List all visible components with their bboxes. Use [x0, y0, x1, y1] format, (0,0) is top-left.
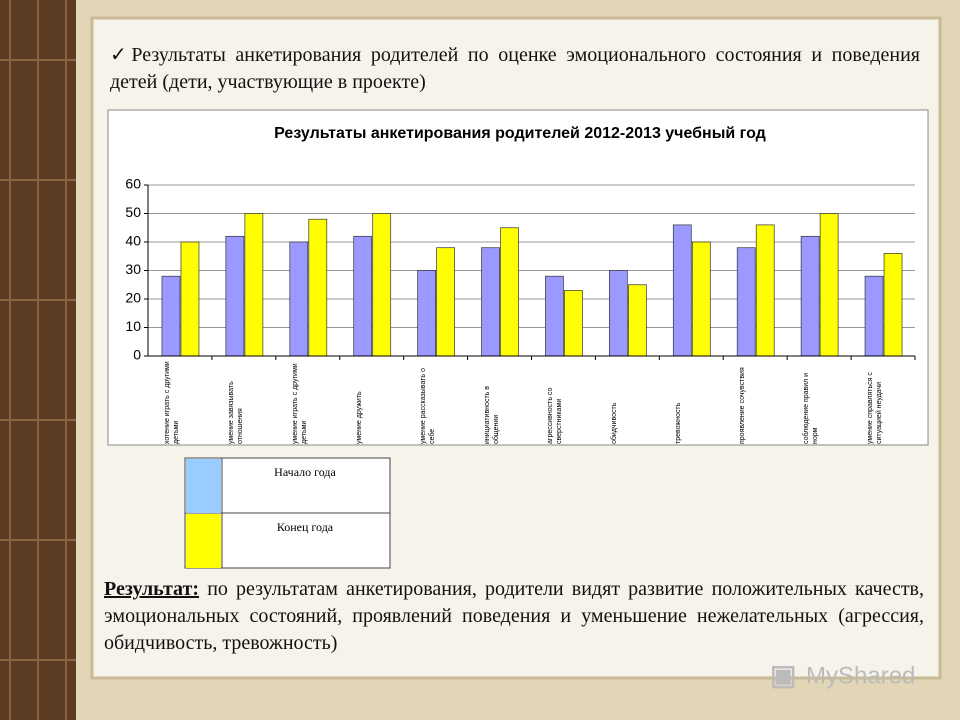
watermark: MyShared	[806, 662, 915, 689]
bar	[161, 275, 181, 357]
bar	[417, 270, 436, 357]
bar	[628, 284, 647, 357]
x-tick-label: тревожность	[675, 402, 683, 444]
y-tick-label: 10	[125, 318, 141, 334]
bar	[244, 213, 264, 357]
bar	[691, 241, 711, 357]
bar	[436, 247, 455, 357]
bar	[308, 218, 328, 357]
bar	[609, 270, 628, 357]
bar	[755, 224, 775, 357]
bar	[883, 253, 903, 357]
bar	[500, 227, 519, 357]
bar	[353, 235, 373, 357]
bar	[800, 235, 820, 357]
x-tick-label: умение рассказывать о себе	[419, 368, 436, 444]
x-tick-label: умение играть с другими детьми	[291, 363, 308, 444]
y-tick-label: 0	[133, 347, 141, 363]
result: Результат: по результатам анкетирования,…	[104, 576, 924, 657]
x-tick-label: инициативность в общении	[483, 386, 500, 444]
x-tick-label: хотение играть с другими детьми	[163, 361, 180, 444]
checkmark: ✓	[110, 44, 132, 66]
bar	[819, 213, 839, 357]
wood-pattern	[0, 0, 76, 720]
legend-swatch	[186, 514, 221, 568]
bar	[481, 247, 500, 357]
x-tick-label: умение дружить	[355, 391, 363, 444]
watermark-logo: ▣	[770, 659, 796, 690]
bar	[564, 290, 583, 357]
y-tick-label: 40	[125, 233, 141, 249]
x-tick-label: проявление сочувствия	[739, 367, 747, 444]
y-tick-label: 50	[125, 204, 141, 220]
bar	[372, 213, 392, 357]
x-tick-label: умение справляться с ситуацией неудачи	[867, 372, 884, 444]
bar	[225, 235, 245, 357]
result-text: по результатам анкетирования, родители в…	[104, 578, 925, 654]
bar	[289, 241, 309, 357]
bar	[736, 247, 756, 357]
header: ✓Результаты анкетирования родителей по о…	[110, 42, 920, 96]
header-text: Результаты анкетирования родителей по оц…	[110, 44, 920, 93]
result-label: Результат:	[104, 578, 200, 600]
legend-label: Конец года	[277, 520, 334, 534]
y-tick-label: 60	[125, 176, 141, 192]
x-tick-label: соблюдение правил и норм	[803, 372, 820, 444]
bar	[672, 224, 692, 357]
chart-title: Результаты анкетирования родителей 2012-…	[274, 125, 766, 142]
x-tick-label: агрессивность со сверстниками	[547, 387, 564, 444]
x-tick-label: обидчивость	[611, 402, 619, 444]
bar	[545, 275, 564, 357]
y-tick-label: 20	[125, 290, 141, 306]
bar	[180, 241, 200, 357]
y-tick-label: 30	[125, 261, 141, 277]
x-tick-label: умение завязывать отношения	[227, 381, 244, 444]
legend-swatch	[186, 459, 221, 513]
bar	[864, 275, 884, 357]
legend-label: Начало года	[274, 465, 336, 479]
